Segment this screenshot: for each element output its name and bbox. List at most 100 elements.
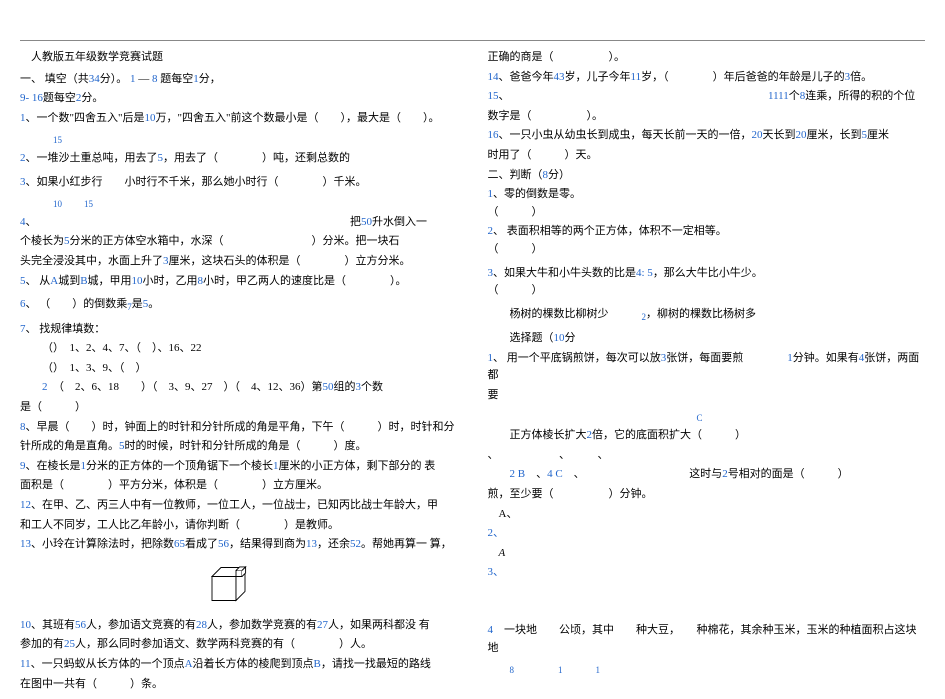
sec1-r1a: 1 <box>130 73 136 85</box>
q3: 3、如果小红步行 小时行不千米，那么她小时行（ ）千米。 <box>20 174 458 192</box>
q3-frac: 10 15 <box>20 193 458 212</box>
q5-B: B <box>80 275 87 287</box>
q11-a: 、一只蚂蚁从长方体的一个顶点 <box>31 658 185 670</box>
q5-a: 、 从 <box>26 275 51 287</box>
j3-r: 4: 5 <box>636 267 653 279</box>
opt-A2: A <box>488 545 926 563</box>
q11-b: 沿着长方体的棱爬到顶点 <box>193 658 314 670</box>
q16-l1: 16、一只小虫从幼虫长到成虫，每天长前一天的一倍，20天长到20厘米，长到5厘米 <box>488 127 926 145</box>
q5-10: 10 <box>132 275 143 287</box>
q11-A: A <box>185 658 193 670</box>
q5-e: 小时，甲乙两人的速度比是（ ）。 <box>203 275 407 287</box>
q10-25: 25 <box>64 638 75 650</box>
sec2-a: 二、判断（ <box>488 169 543 181</box>
s2-C: C <box>697 413 703 423</box>
opt-A2-i: A <box>499 547 506 559</box>
q12-n: 12 <box>20 499 31 511</box>
opt-3: 3、 <box>488 564 926 582</box>
q16-n: 16 <box>488 129 499 141</box>
s3: 煎，至少要（ ）分钟。 <box>488 486 926 504</box>
sec3-b: 分 <box>565 332 576 344</box>
q9-c: 厘米的小正方体，剩下部分的 表 <box>279 460 436 472</box>
q4-c: 个棱长为 <box>20 235 64 247</box>
j2: 2、 表面积相等的两个正方体，体积不一定相等。 （ ） <box>488 223 926 258</box>
sec1-sub2: 分， <box>199 73 221 85</box>
q6-a: 、 （ ）的倒数乘 <box>26 298 128 310</box>
q11-l1: 11、一只蚂蚁从长方体的一个顶点A沿着长方体的棱爬到顶点B，请找一找最短的路线 <box>20 656 458 674</box>
q16-l2: 时用了（ ）天。 <box>488 147 926 165</box>
sec1-b: 分）。 <box>100 73 128 85</box>
q5-c: 城，甲用 <box>88 275 132 287</box>
q10-f: 人，那么同时参加语文、数学两科竞赛的有（ ）人。 <box>75 638 372 650</box>
q7-l3a: （ 2、6、18 ）（ 3、9、27 ）（ 4、12、36）第 <box>48 381 323 393</box>
q5-b: 城到 <box>58 275 80 287</box>
s2-opts: 、 、 、 <box>488 449 609 461</box>
q7-l3b: 组的 <box>334 381 356 393</box>
s4-frac: 8 1 1 <box>488 659 926 678</box>
q4-b: 升水倒入一 <box>372 216 427 228</box>
q1-a: 、一个数"四舍五入"后是 <box>26 112 145 124</box>
opt-A: A、 <box>488 506 926 524</box>
q6: 6、 （ ）的倒数乘7是5。 <box>20 296 458 315</box>
q1-b: 万，"四舍五入"前这个数最小是（ ），最大是（ ）。 <box>155 112 439 124</box>
q12-l1: 12、在甲、乙、丙三人中有一位教师，一位工人，一位战士，已知丙比战士年龄大，甲 <box>20 497 458 515</box>
j1-a: 、零的倒数是零。 （ ） <box>488 188 945 218</box>
sec1-sub4: 分。 <box>81 92 103 104</box>
q2-frac: 15 <box>20 129 458 148</box>
q13-b: 看成了 <box>185 538 218 550</box>
s1-a: 、 用一个平底锅煎饼，每次可以放 <box>493 352 661 364</box>
s2-4C: 4 C <box>547 468 563 480</box>
opt-2: 2、 <box>488 525 926 543</box>
s2-a: 正方体棱长扩大 <box>510 429 587 441</box>
s1-b: 张饼，每面要煎 <box>666 352 787 364</box>
j4: 杨树的棵数比柳树少 2，柳树的棵数比杨树多 <box>488 306 926 325</box>
q4-50: 50 <box>361 216 372 228</box>
q11-c: ，请找一找最短的路线 <box>321 658 431 670</box>
sec1-sub: 题每空 <box>160 73 193 85</box>
q2-a: 、一堆沙土重总吨，用去了 <box>26 152 158 164</box>
q15-l1: 15、 1111个8连乘，所得的积的个位 <box>488 88 926 106</box>
q13-e: 。帮她再算一 算， <box>361 538 452 550</box>
q7: 7、 找规律填数： <box>20 321 458 339</box>
q14-b: 岁，儿子今年 <box>565 71 631 83</box>
sec2-b: 分） <box>548 169 570 181</box>
q5: 5、 从A城到B城，甲用10小时，乙用8小时，甲乙两人的速度比是（ ）。 <box>20 273 458 291</box>
q10-n: 10 <box>20 619 31 631</box>
q2-b: ，用去了（ ）吨，还剩总数的 <box>163 152 350 164</box>
q11-B: B <box>314 658 321 670</box>
q10-c: 人，参加数学竞赛的有 <box>207 619 317 631</box>
q3-10: 10 <box>53 199 62 209</box>
q12-a: 、在甲、乙、丙三人中有一位教师，一位工人，一位战士，已知丙比战士年龄大，甲 <box>31 499 438 511</box>
q12-l2: 和工人不同岁，工人比乙年龄小，请你判断（ ）是教师。 <box>20 517 458 535</box>
q7-l4: 是（ ） <box>20 399 458 417</box>
q16-a: 、一只小虫从幼虫长到成虫，每天长前一天的一倍， <box>499 129 752 141</box>
s2-l3: 2 B 、4 C 、 这时与2号相对的面是（ ） <box>488 466 926 484</box>
q8-l2: 针所成的角是直角。5时的时候，时针和分针所成的角是（ ）度。 <box>20 438 458 456</box>
q8-a: 、早晨（ ）时，钟面上的时针和分针所成的角是平角，下午（ ）时，时针和分 <box>26 421 455 433</box>
sec3-head: 选择题（10分 <box>488 330 926 348</box>
q3-15: 15 <box>84 199 93 209</box>
q7-a: 、 找规律填数： <box>26 323 106 335</box>
q11-n: 11 <box>20 658 31 670</box>
j1: 1、零的倒数是零。 （ ） <box>488 186 926 221</box>
s2-lbl2: 号相对的面是（ ） <box>728 468 849 480</box>
q8-l1: 8、早晨（ ）时，钟面上的时针和分针所成的角是平角，下午（ ）时，时针和分 <box>20 419 458 437</box>
q5-A: A <box>50 275 58 287</box>
q6-c: 。 <box>148 298 159 310</box>
q10-27: 27 <box>317 619 328 631</box>
q10-a: 、其班有 <box>31 619 75 631</box>
q4-a: 、 把 <box>26 216 362 228</box>
s4-1a: 1 <box>558 665 563 675</box>
s4-n: 4 <box>488 624 494 636</box>
q9-l2: 面积是（ ）平方分米，体积是（ ）立方厘米。 <box>20 477 458 495</box>
section1-heading2: 9- 16题每空2分。 <box>20 90 458 108</box>
s1-l2: 要 <box>488 387 926 405</box>
q4-l3: 头完全浸没其中，水面上升了3厘米，这块石头的体积是（ ）立方分米。 <box>20 253 458 271</box>
q14-11: 11 <box>631 71 642 83</box>
q14-43: 43 <box>554 71 565 83</box>
q16-b: 天长到 <box>763 129 796 141</box>
j3-a: 、如果大牛和小牛头数的比是 <box>493 267 636 279</box>
q16-c: 厘米，长到 <box>807 129 862 141</box>
top-rule <box>20 40 925 41</box>
q6-b: 是 <box>132 298 143 310</box>
